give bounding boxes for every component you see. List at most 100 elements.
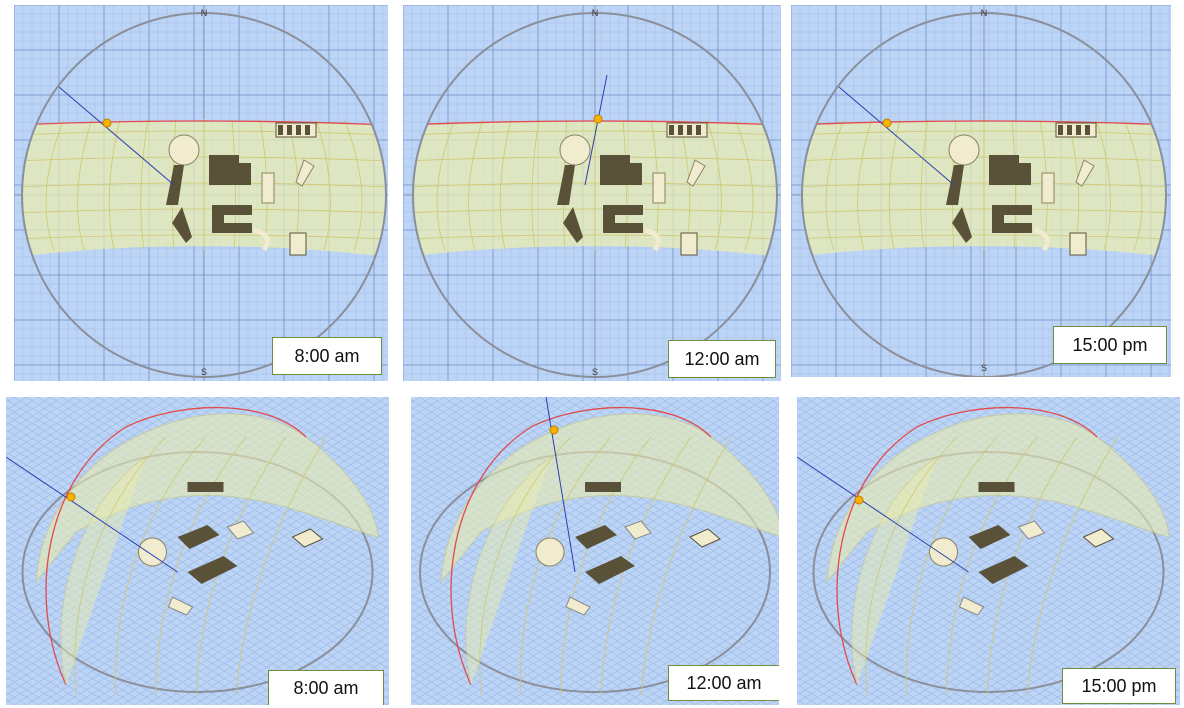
date-line xyxy=(414,182,776,188)
south-label: S xyxy=(592,367,598,377)
hour-line xyxy=(906,436,998,696)
building xyxy=(680,232,698,256)
building-row xyxy=(585,482,621,492)
building xyxy=(287,125,292,135)
hour-line xyxy=(1026,436,1118,696)
sun-path-curve xyxy=(803,120,1165,126)
sun-ray xyxy=(838,86,955,186)
building xyxy=(305,125,310,135)
hour-line xyxy=(115,436,207,696)
sun-path-curve xyxy=(45,406,307,686)
time-label: 12:00 am xyxy=(668,340,776,378)
buildings xyxy=(557,122,708,256)
time-label: 15:00 pm xyxy=(1053,326,1167,364)
sun-band-fill xyxy=(414,121,776,257)
hour-line xyxy=(479,436,572,696)
sun-path-band xyxy=(414,118,776,257)
date-line xyxy=(803,208,1165,214)
building-block xyxy=(989,155,1031,185)
building xyxy=(557,165,575,205)
hour-line xyxy=(468,118,484,251)
buildings xyxy=(166,122,317,256)
sun-path-curve xyxy=(450,406,712,686)
building xyxy=(652,172,666,204)
sun-icon xyxy=(882,118,892,128)
sun-ray xyxy=(545,397,576,573)
building xyxy=(958,596,985,616)
building-block xyxy=(575,525,617,549)
sun-icon xyxy=(102,118,112,128)
building xyxy=(1069,232,1087,256)
sun-ray xyxy=(584,74,608,186)
date-line xyxy=(414,234,776,240)
sun-ray xyxy=(797,456,969,573)
building-row xyxy=(187,482,224,492)
perspective-view-1: 8:00 am xyxy=(6,397,389,705)
perspective-view-3: 15:00 pm xyxy=(797,397,1180,705)
sun-path-curve xyxy=(836,406,1098,686)
sun-path-band xyxy=(23,118,385,257)
building xyxy=(291,528,324,548)
hour-line xyxy=(1095,118,1111,251)
building xyxy=(261,172,275,204)
time-label: 8:00 am xyxy=(272,337,382,375)
building xyxy=(678,125,683,135)
building xyxy=(295,159,315,187)
sun-icon xyxy=(66,492,76,502)
building-row xyxy=(978,482,1015,492)
date-line xyxy=(803,156,1165,162)
dome-lower xyxy=(60,456,147,686)
building xyxy=(226,520,255,540)
hour-line xyxy=(622,118,627,251)
sun-ray xyxy=(58,86,175,186)
building xyxy=(278,125,283,135)
hour-line xyxy=(706,118,722,251)
building xyxy=(289,232,307,256)
building xyxy=(1085,125,1090,135)
building xyxy=(1082,528,1115,548)
sun-path-dome xyxy=(797,397,1180,705)
building-block xyxy=(600,155,642,185)
sun-path-diagram: NS xyxy=(403,5,781,381)
building-block xyxy=(585,556,635,584)
hour-line xyxy=(74,436,167,696)
building-block xyxy=(212,205,252,233)
sun-path-diagram: NS xyxy=(14,5,388,381)
building xyxy=(952,207,972,243)
time-label: 8:00 am xyxy=(268,670,384,705)
building xyxy=(624,520,652,540)
north-label: N xyxy=(201,8,208,18)
building xyxy=(1075,159,1095,187)
building xyxy=(1067,125,1072,135)
buildings xyxy=(929,482,1115,616)
building xyxy=(565,596,591,616)
dome-lower xyxy=(851,456,938,686)
hour-line xyxy=(531,118,540,251)
date-line xyxy=(23,156,385,162)
hour-line xyxy=(195,436,287,696)
date-line xyxy=(23,208,385,214)
building-dome xyxy=(168,134,200,166)
hour-line xyxy=(600,436,692,696)
building xyxy=(669,125,674,135)
building-dome xyxy=(559,134,591,166)
building-block xyxy=(968,525,1011,549)
sun-icon xyxy=(593,114,603,124)
building-dome xyxy=(138,537,167,567)
hour-line xyxy=(140,118,149,251)
buildings xyxy=(138,482,324,616)
hour-line xyxy=(865,436,958,696)
sun-band-fill xyxy=(803,121,1165,257)
building xyxy=(1058,125,1063,135)
hour-line xyxy=(235,436,327,696)
north-label: N xyxy=(981,8,988,18)
time-label: 15:00 pm xyxy=(1062,668,1176,704)
building xyxy=(1017,520,1046,540)
hour-line xyxy=(499,118,512,251)
hour-line xyxy=(857,118,873,251)
hour-line xyxy=(640,436,732,696)
building xyxy=(946,165,964,205)
